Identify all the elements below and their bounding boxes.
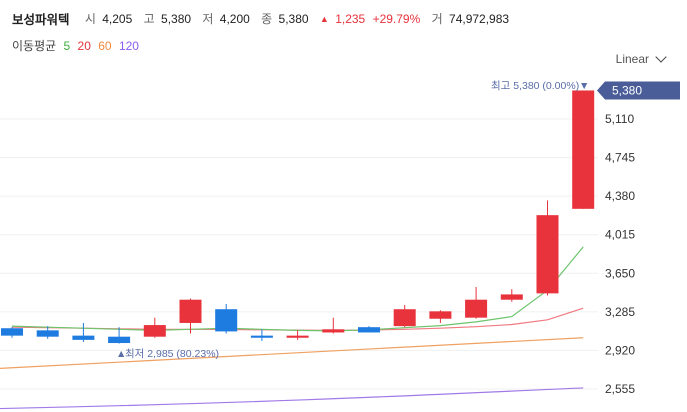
last-price-label: 5,380 bbox=[612, 83, 642, 97]
low-label: 저 bbox=[202, 12, 214, 26]
ma-20-label[interactable]: 20 bbox=[77, 39, 91, 53]
candle-body bbox=[358, 327, 380, 333]
low-value: 4,200 bbox=[219, 11, 250, 26]
y-tick-label: 4,745 bbox=[605, 151, 635, 165]
candle-body bbox=[1, 328, 23, 336]
moving-average-title: 이동평균 bbox=[12, 39, 57, 53]
candle-body bbox=[322, 329, 345, 333]
candle-body bbox=[36, 330, 59, 337]
candle-body bbox=[72, 335, 95, 340]
ma-120-line bbox=[0, 387, 584, 410]
ma-5-line bbox=[11, 246, 584, 332]
stock-name: 보성파워텍 bbox=[12, 13, 70, 27]
high-note-arrow-icon: ▼ bbox=[579, 80, 589, 92]
y-tick-label: 3,650 bbox=[605, 266, 635, 280]
y-tick-label: 4,380 bbox=[605, 189, 635, 203]
open-value: 4,205 bbox=[102, 11, 133, 26]
candle-body bbox=[572, 90, 595, 209]
last-price-badge bbox=[597, 81, 680, 100]
scale-selector[interactable]: Linear bbox=[615, 51, 667, 66]
change-value: 1,235 bbox=[335, 11, 366, 26]
high-note: 최고 5,380 (0.00%) bbox=[491, 80, 579, 92]
candle-body bbox=[500, 294, 523, 300]
y-axis: 5,110 4,745 4,380 4,015 3,650 3,285 2,920 2,555 bbox=[605, 112, 635, 396]
volume-value: 74,972,983 bbox=[449, 11, 510, 26]
close-label: 종 bbox=[261, 12, 273, 26]
y-tick-label: 3,285 bbox=[605, 305, 635, 319]
price-notes: 5,380 최고 5,380 (0.00%) ▼ ▲최저 2,985 (80.23%… bbox=[116, 80, 680, 360]
candle-body bbox=[179, 299, 202, 323]
low-note: 최저 2,985 (80.23%) bbox=[125, 348, 219, 360]
scale-selector-label: Linear bbox=[615, 52, 649, 66]
candle-body bbox=[215, 309, 238, 332]
stock-header: 보성파워텍 시 4,205 고 5,380 저 4,200 종 5,380 ▲ … bbox=[12, 9, 517, 28]
y-tick-label: 2,920 bbox=[605, 343, 635, 357]
candles bbox=[1, 90, 595, 344]
high-value: 5,380 bbox=[161, 11, 192, 26]
close-value: 5,380 bbox=[278, 11, 309, 26]
candle-body bbox=[465, 299, 488, 318]
candle-body bbox=[536, 215, 559, 294]
candle-body bbox=[393, 309, 416, 327]
grid-lines bbox=[0, 118, 598, 390]
open-label: 시 bbox=[84, 12, 96, 26]
ma-120-label[interactable]: 120 bbox=[118, 39, 139, 53]
y-tick-label: 5,110 bbox=[605, 112, 634, 126]
ma-5-label[interactable]: 5 bbox=[63, 39, 71, 53]
volume-label: 거 bbox=[431, 12, 443, 26]
ma-60-label[interactable]: 60 bbox=[98, 39, 112, 53]
change-up-icon: ▲ bbox=[319, 13, 329, 24]
moving-average-lines bbox=[0, 246, 584, 410]
moving-average-legend: 이동평균 5 20 60 120 bbox=[12, 37, 143, 54]
candle-body bbox=[108, 336, 131, 344]
candle-body bbox=[143, 325, 166, 337]
candle-body bbox=[250, 335, 273, 338]
ma-60-line bbox=[0, 337, 584, 369]
candle-body bbox=[286, 335, 309, 338]
candle-body bbox=[429, 311, 452, 319]
change-percent: +29.79% bbox=[372, 11, 421, 26]
y-tick-label: 4,015 bbox=[605, 228, 635, 242]
high-label: 고 bbox=[143, 12, 155, 26]
low-note-arrow-icon: ▲ bbox=[116, 348, 126, 360]
y-tick-label: 2,555 bbox=[605, 382, 635, 396]
